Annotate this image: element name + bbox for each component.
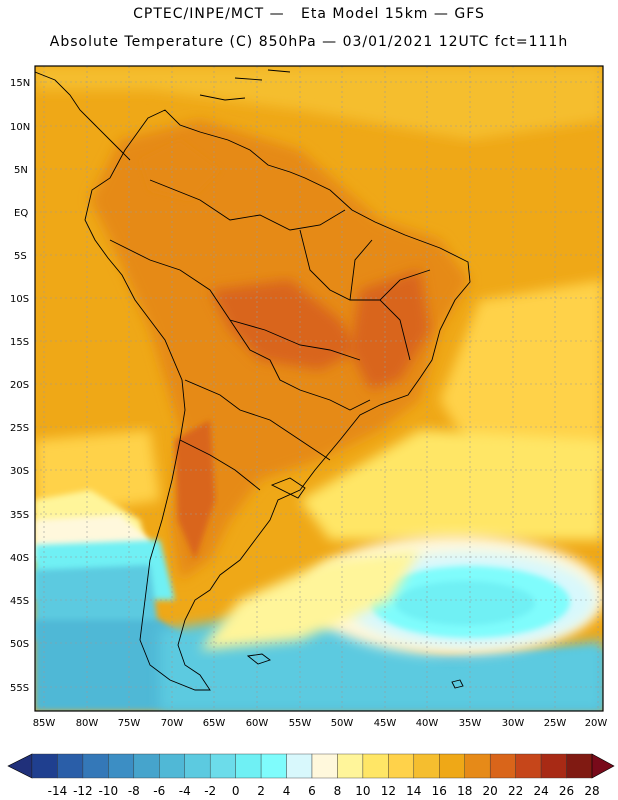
colorbar-tick-label: 6 xyxy=(308,784,316,798)
colorbar-swatch xyxy=(540,753,567,779)
colorbar-tick-label: -4 xyxy=(179,784,191,798)
colorbar-tick-label: 24 xyxy=(533,784,548,798)
colorbar-low-arrow xyxy=(7,753,33,779)
lon-label: 50W xyxy=(331,718,354,729)
colorbar-tick-label: 8 xyxy=(334,784,342,798)
lat-label: 10S xyxy=(10,294,29,305)
lat-label: 30S xyxy=(10,466,29,477)
longitude-axis: 85W 80W 75W 70W 65W 60W 55W 50W 45W 40W … xyxy=(33,718,608,729)
colorbar-swatch xyxy=(439,753,465,779)
colorbar-tick-label: 10 xyxy=(355,784,370,798)
lat-label: 35S xyxy=(10,510,29,521)
colorbar-swatch xyxy=(108,753,135,779)
colorbar-swatch xyxy=(413,753,440,779)
lon-label: 40W xyxy=(416,718,439,729)
lat-label: EQ xyxy=(14,208,28,219)
colorbar-tick-label: 0 xyxy=(232,784,240,798)
lat-label: 5N xyxy=(14,165,28,176)
lat-label: 40S xyxy=(10,553,29,564)
colorbar-swatch xyxy=(184,753,211,779)
lat-label: 15N xyxy=(10,78,30,89)
lon-label: 25W xyxy=(544,718,567,729)
colorbar-tick-label: 26 xyxy=(559,784,574,798)
lon-label: 70W xyxy=(161,718,184,729)
temperature-field xyxy=(35,66,603,711)
colorbar-tick-label: -14 xyxy=(48,784,68,798)
lat-label: 45S xyxy=(10,596,29,607)
colorbar-tick-label: 18 xyxy=(457,784,472,798)
lat-label: 20S xyxy=(10,380,29,391)
colorbar-swatch xyxy=(566,753,593,779)
colorbar-swatch xyxy=(362,753,389,779)
colorbar-tick-label: -6 xyxy=(153,784,165,798)
colorbar-swatch xyxy=(235,753,262,779)
colorbar-tick-label: 16 xyxy=(432,784,447,798)
colorbar-tick-label: -2 xyxy=(204,784,216,798)
lon-label: 30W xyxy=(502,718,525,729)
colorbar-swatch xyxy=(209,753,236,779)
lat-label: 10N xyxy=(10,122,30,133)
latitude-axis: 15N 10N 5N EQ 5S 10S 15S 20S 25S 30S 35S… xyxy=(10,78,30,694)
lon-label: 80W xyxy=(76,718,99,729)
colorbar-swatch xyxy=(159,753,185,779)
colorbar-swatch xyxy=(515,753,542,779)
colorbar-swatch xyxy=(337,753,364,779)
colorbar-tick-label: 14 xyxy=(406,784,421,798)
colorbar-swatch xyxy=(286,753,313,779)
colorbar-tick-label: -10 xyxy=(99,784,119,798)
lon-label: 65W xyxy=(203,718,226,729)
colorbar-swatch xyxy=(388,753,415,779)
colorbar-swatch xyxy=(57,753,84,779)
colorbar-tick-label: 28 xyxy=(584,784,599,798)
lon-label: 85W xyxy=(33,718,56,729)
colorbar-tick-label: 4 xyxy=(283,784,291,798)
colorbar-swatch xyxy=(31,753,58,779)
chart-title-line-1: CPTEC/INPE/MCT — Eta Model 15km — GFS xyxy=(133,6,485,22)
lat-label: 55S xyxy=(10,683,29,694)
lon-label: 75W xyxy=(118,718,141,729)
colorbar-swatch xyxy=(82,753,109,779)
colorbar-tick-label: 20 xyxy=(483,784,498,798)
lon-label: 20W xyxy=(585,718,608,729)
lon-label: 35W xyxy=(459,718,482,729)
lat-label: 25S xyxy=(10,423,29,434)
colorbar-high-arrow xyxy=(591,753,615,779)
colorbar-tick-label: 2 xyxy=(257,784,265,798)
lon-label: 55W xyxy=(289,718,312,729)
colorbar-swatch xyxy=(489,753,516,779)
color-bar: -14 -12 -10 -8 -6 -4 -2 0 2 4 6 8 10 12 14 16 18 20 22 24 26… xyxy=(7,753,615,798)
lon-label: 60W xyxy=(246,718,269,729)
colorbar-swatch xyxy=(133,753,160,779)
chart-title-line-2: Absolute Temperature (C) 850hPa — 03/01/… xyxy=(49,34,569,50)
lat-label: 5S xyxy=(14,251,27,262)
colorbar-swatch xyxy=(464,753,491,779)
lat-label: 15S xyxy=(10,337,29,348)
colorbar-swatch xyxy=(260,753,287,779)
colorbar-tick-label: -8 xyxy=(128,784,140,798)
coastlines-and-borders xyxy=(35,69,471,691)
colorbar-tick-label: 12 xyxy=(381,784,396,798)
colorbar-tick-label: -12 xyxy=(73,784,93,798)
lat-label: 50S xyxy=(10,639,29,650)
map-frame xyxy=(34,65,604,712)
colorbar-tick-label: 22 xyxy=(508,784,523,798)
colorbar-swatch xyxy=(311,753,338,779)
lon-label: 45W xyxy=(374,718,397,729)
